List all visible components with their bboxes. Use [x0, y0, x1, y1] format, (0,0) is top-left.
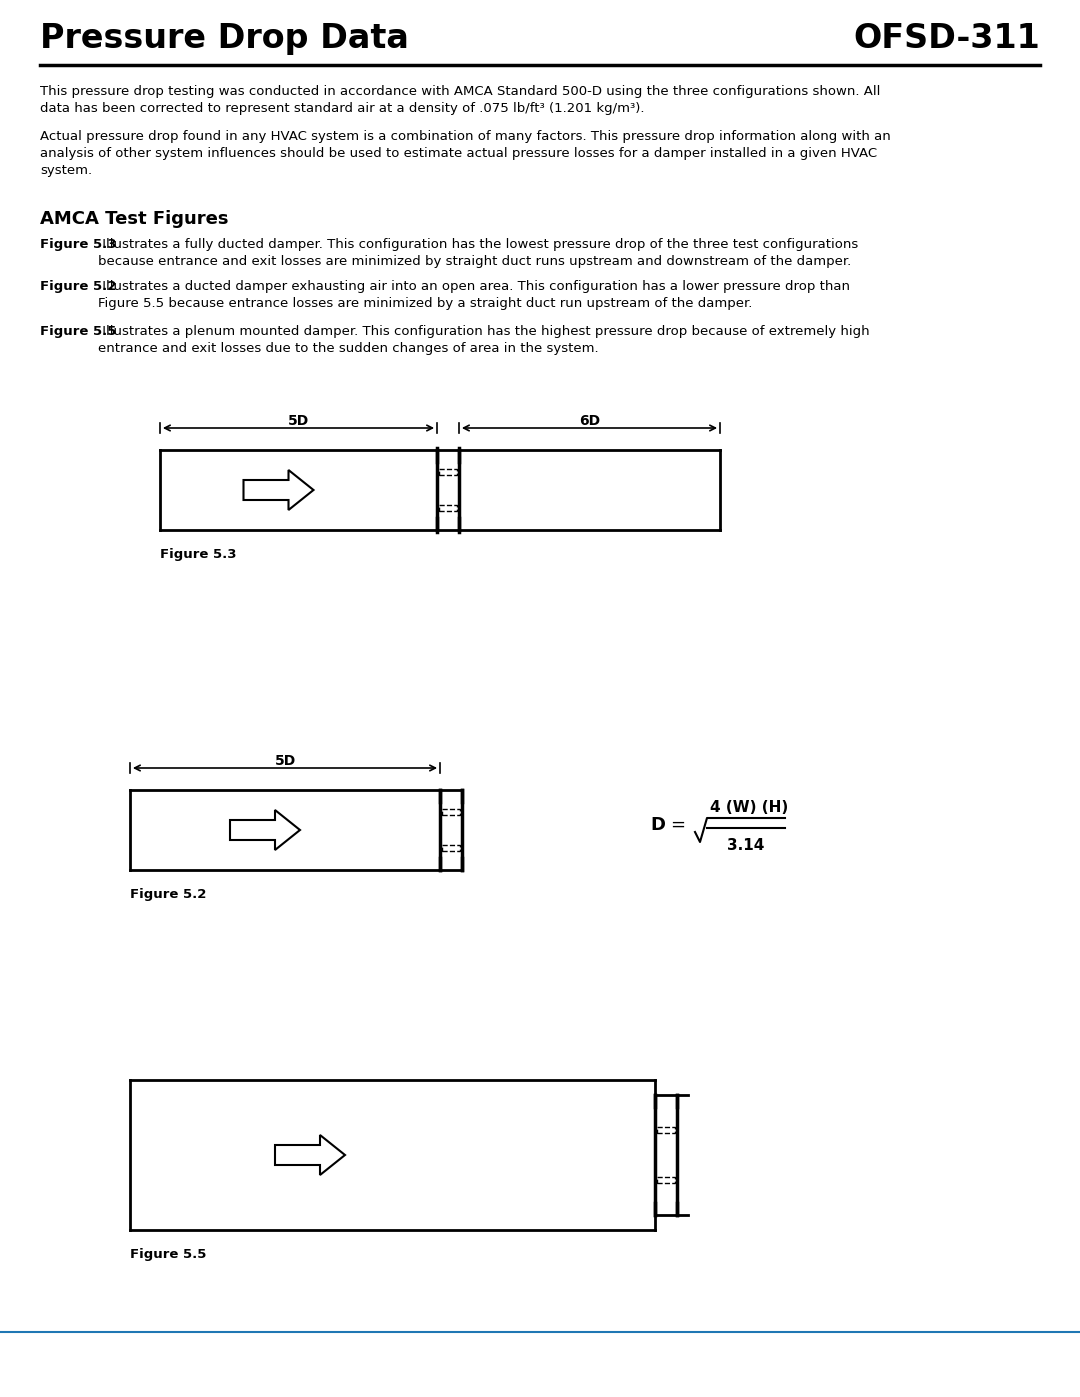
Text: 5D: 5D — [288, 414, 309, 427]
Text: Actual pressure drop found in any HVAC system is a combination of many factors. : Actual pressure drop found in any HVAC s… — [40, 130, 891, 177]
Text: Figure 5.3: Figure 5.3 — [40, 237, 117, 251]
Bar — [657, 1127, 675, 1133]
Text: =: = — [670, 816, 685, 834]
Text: Illustrates a ducted damper exhausting air into an open area. This configuration: Illustrates a ducted damper exhausting a… — [98, 279, 850, 310]
Bar — [442, 845, 460, 851]
Text: 4 (W) (H): 4 (W) (H) — [710, 800, 788, 816]
Text: Pressure Drop Data: Pressure Drop Data — [40, 22, 409, 54]
Text: Illustrates a plenum mounted damper. This configuration has the highest pressure: Illustrates a plenum mounted damper. Thi… — [98, 326, 869, 355]
Bar — [657, 1178, 675, 1183]
Bar — [442, 809, 460, 814]
Text: Figure 5.2: Figure 5.2 — [40, 279, 117, 293]
Text: D: D — [650, 816, 665, 834]
Text: Figure 5.3: Figure 5.3 — [160, 548, 237, 562]
Text: 3.14: 3.14 — [727, 838, 765, 854]
Text: Figure 5.2: Figure 5.2 — [130, 888, 206, 901]
Text: Figure 5.5: Figure 5.5 — [130, 1248, 206, 1261]
Polygon shape — [275, 1134, 345, 1175]
Text: 6D: 6D — [579, 414, 600, 427]
Polygon shape — [230, 810, 300, 849]
Text: Illustrates a fully ducted damper. This configuration has the lowest pressure dr: Illustrates a fully ducted damper. This … — [98, 237, 859, 268]
Polygon shape — [243, 469, 313, 510]
Text: Figure 5.5: Figure 5.5 — [40, 326, 117, 338]
Text: AMCA Test Figures: AMCA Test Figures — [40, 210, 229, 228]
Bar — [438, 469, 457, 475]
Text: This pressure drop testing was conducted in accordance with AMCA Standard 500-D : This pressure drop testing was conducted… — [40, 85, 880, 115]
Text: 5D: 5D — [274, 754, 296, 768]
Text: OFSD-311: OFSD-311 — [853, 22, 1040, 54]
Bar — [438, 504, 457, 511]
